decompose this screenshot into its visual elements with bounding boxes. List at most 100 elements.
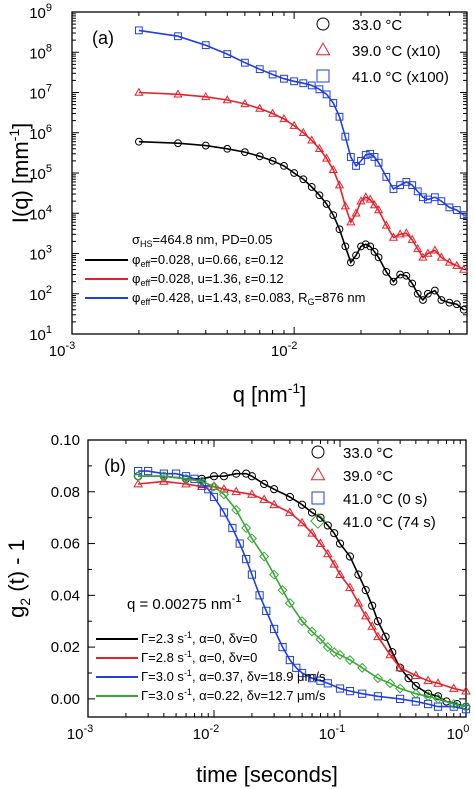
data-point [280,74,288,83]
data-point [374,205,384,214]
data-point [361,586,370,595]
y-tick-label: 102 [29,284,52,304]
data-point [285,507,295,516]
data-point [329,559,340,568]
data-point [322,548,333,558]
data-point [423,691,434,702]
data-point [255,103,265,112]
y-tick-label: 101 [29,324,52,344]
data-point [246,533,257,544]
data-point [196,476,207,487]
data-point [373,631,383,641]
data-point [298,127,308,136]
data-point [423,675,433,685]
data-point [382,267,391,276]
data-point [316,513,325,522]
panel-b-chart: 10-3 10-2 10-1 100 0.00 0.02 0.04 0.06 0.08 0.10 t… [4,432,472,787]
data-point [329,211,338,219]
fit-curve-0 [138,140,465,311]
annotation-text: φeff=0.028, u=0.66, ε=0.12 [132,252,284,269]
data-point [395,229,405,238]
data-point [329,647,340,658]
data-point [344,655,356,666]
annotation-text: σHS=464.8 nm, PD=0.05 [132,232,273,249]
legend-marker [311,445,325,459]
data-point [292,663,301,672]
data-point [373,617,383,626]
y-tick-label: 103 [29,244,52,264]
data-point [449,702,458,711]
data-point [411,670,421,679]
data-point [340,201,350,210]
y-tick-label: 0.02 [51,639,80,656]
data-point [208,481,220,492]
data-point [367,621,377,630]
data-point [461,685,471,695]
data-point [388,232,399,241]
legend-label: 41.0 °C (0 s) [343,491,427,508]
data-point [255,65,264,74]
y-tick-label: 107 [29,83,52,103]
data-point [218,489,230,500]
annotation-text: φeff=0.028, u=1.36, ε=0.12 [132,271,284,288]
y-tick-label: 109 [29,2,52,22]
data-point [223,50,232,58]
data-point [134,466,143,476]
data-point [352,162,360,170]
data-point [402,271,411,280]
data-point [279,114,289,123]
legend-label: 41.0 °C (74 s) [343,514,436,531]
data-point [307,674,317,683]
data-point [255,591,264,600]
data-point [297,616,308,627]
data-point [299,175,308,184]
data-point [345,687,355,696]
data-point [219,484,229,493]
data-point [419,296,427,304]
data-point [351,208,361,217]
data-point [334,649,346,660]
data-point [373,692,383,701]
data-point [354,570,363,579]
data-point [307,508,317,517]
data-point [315,634,326,645]
data-point [240,148,249,157]
data-point [370,153,379,161]
data-point [228,523,237,533]
legend-label: 39.0 °C (x10) [352,43,441,60]
data-point [437,197,446,206]
data-point [307,626,318,637]
data-point [358,689,367,698]
data-point [335,569,345,578]
annotation-text: Γ=2.8 s-1, α=0, δv=0 [141,649,257,665]
annotation-text: Γ=3.0 s-1, α=0.22, δv=12.7 μm/s [141,687,326,703]
data-point [222,95,232,104]
data-point [413,187,422,196]
data-point [335,539,345,548]
data-point [423,289,432,298]
data-point [242,554,251,564]
data-point [201,91,211,101]
data-point [461,705,471,714]
data-point [389,185,398,193]
data-point [181,473,192,484]
x-axis-label: q [nm-1] [233,380,307,407]
data-point [436,252,446,261]
data-point [260,479,269,489]
data-point [247,472,257,481]
data-point [289,120,299,129]
data-point [368,601,377,610]
data-point [269,499,279,509]
data-point [433,692,443,701]
data-point [418,252,428,261]
y-tick-label: 0.10 [51,432,80,449]
data-point [173,89,183,98]
panel-label: (b) [104,456,126,476]
data-point [134,26,143,35]
data-point [459,305,468,314]
data-point [315,538,326,547]
legend-label: 39.0 °C [343,468,393,485]
data-point [259,494,269,503]
data-point [297,517,307,527]
